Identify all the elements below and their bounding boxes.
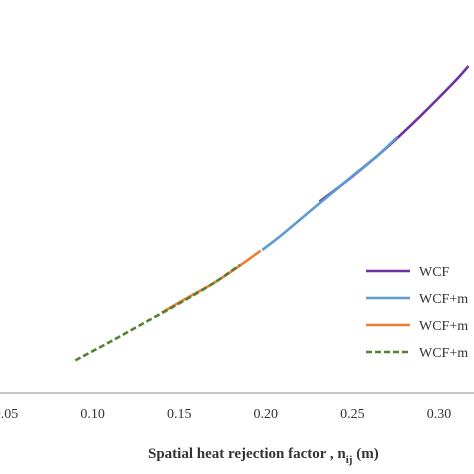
x-tick-labels: 0.05 0.10 0.15 0.20 0.25 0.30	[0, 407, 451, 422]
legend-label-3: WCF+m	[419, 319, 468, 334]
series-layer	[74, 65, 470, 362]
x-tick-label: 0.05	[0, 407, 18, 422]
x-tick-label: 0.10	[80, 407, 105, 422]
x-axis-label: Spatial heat rejection factor , nij (m)	[148, 446, 379, 466]
x-axis-label-sub: ij	[346, 454, 353, 466]
x-tick-label: 0.30	[427, 407, 452, 422]
x-axis-label-main: Spatial heat rejection factor , n	[148, 446, 346, 462]
x-tick-label: 0.20	[254, 407, 279, 422]
legend: WCF WCF+m WCF+m WCF+m	[366, 265, 468, 361]
legend-label-2: WCF+m	[419, 292, 468, 307]
x-tick-label: 0.15	[167, 407, 192, 422]
legend-label-4: WCF+m	[419, 346, 468, 361]
series-line-2	[261, 135, 399, 251]
series-line-1	[318, 65, 470, 203]
series-line-4	[74, 263, 241, 362]
legend-label-1: WCF	[419, 265, 450, 280]
series-line-3	[161, 249, 262, 314]
x-tick-label: 0.25	[340, 407, 365, 422]
x-axis-label-unit: (m)	[352, 446, 378, 462]
